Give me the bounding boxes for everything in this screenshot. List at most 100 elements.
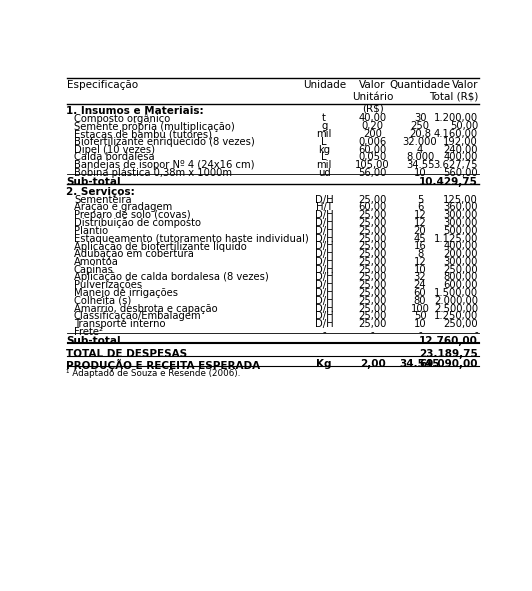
Text: PRODUÇÃO E RECEITA ESPERADA: PRODUÇÃO E RECEITA ESPERADA — [66, 359, 261, 371]
Text: Sementeira: Sementeira — [74, 194, 131, 204]
Text: 800,00: 800,00 — [444, 272, 478, 282]
Text: Adubação em cobertura: Adubação em cobertura — [74, 249, 194, 259]
Text: D/H: D/H — [315, 210, 334, 220]
Text: -: - — [322, 327, 326, 337]
Text: 10.429,75: 10.429,75 — [419, 177, 478, 187]
Text: Amontoa: Amontoa — [74, 257, 119, 267]
Text: -: - — [371, 327, 375, 337]
Text: 250: 250 — [411, 121, 429, 131]
Text: Especificação: Especificação — [66, 80, 138, 90]
Text: D/H: D/H — [315, 257, 334, 267]
Text: Semente própria (multiplicação): Semente própria (multiplicação) — [74, 121, 235, 132]
Text: Unidade: Unidade — [303, 80, 346, 90]
Text: Quantidade: Quantidade — [389, 80, 451, 90]
Text: 250,00: 250,00 — [443, 265, 478, 275]
Text: 400,00: 400,00 — [444, 241, 478, 251]
Text: Sub-total: Sub-total — [66, 177, 121, 187]
Text: 69.090,00: 69.090,00 — [419, 359, 478, 369]
Text: D/H: D/H — [315, 296, 334, 306]
Text: 2,00: 2,00 — [360, 359, 386, 369]
Text: Estaqueamento (tutoramento haste individual): Estaqueamento (tutoramento haste individ… — [74, 233, 309, 243]
Text: 16: 16 — [414, 241, 427, 251]
Text: 25,00: 25,00 — [359, 272, 387, 282]
Text: 25,00: 25,00 — [359, 288, 387, 298]
Text: 12: 12 — [414, 218, 427, 228]
Text: 30: 30 — [414, 113, 426, 124]
Text: 25,00: 25,00 — [359, 265, 387, 275]
Text: 25,00: 25,00 — [359, 296, 387, 306]
Text: 25,00: 25,00 — [359, 218, 387, 228]
Text: 8.000: 8.000 — [406, 152, 434, 163]
Text: 24: 24 — [414, 280, 426, 290]
Text: Manejo de irrigações: Manejo de irrigações — [74, 288, 178, 298]
Text: 60,00: 60,00 — [359, 145, 387, 155]
Text: 4.160,00: 4.160,00 — [434, 129, 478, 139]
Text: 1.200,00: 1.200,00 — [434, 113, 478, 124]
Text: 34.55: 34.55 — [406, 160, 434, 170]
Text: 2.500,00: 2.500,00 — [434, 304, 478, 314]
Text: 8: 8 — [417, 249, 423, 259]
Text: 105,00: 105,00 — [355, 160, 390, 170]
Text: 1.250,00: 1.250,00 — [434, 311, 478, 322]
Text: 60: 60 — [414, 288, 426, 298]
Text: 25,00: 25,00 — [359, 226, 387, 236]
Text: TOTAL DE DESPESAS: TOTAL DE DESPESAS — [66, 349, 188, 359]
Text: Classificação/Embalagem: Classificação/Embalagem — [74, 311, 202, 322]
Text: 25,00: 25,00 — [359, 233, 387, 243]
Text: 300,00: 300,00 — [444, 210, 478, 220]
Text: 25,00: 25,00 — [359, 280, 387, 290]
Text: 25,00: 25,00 — [359, 210, 387, 220]
Text: Colheita (s): Colheita (s) — [74, 296, 131, 306]
Text: D/H: D/H — [315, 249, 334, 259]
Text: 20: 20 — [414, 226, 426, 236]
Text: 600,00: 600,00 — [444, 280, 478, 290]
Text: 50: 50 — [414, 311, 426, 322]
Text: Capinas: Capinas — [74, 265, 114, 275]
Text: Valor
Total (R$): Valor Total (R$) — [429, 80, 478, 102]
Text: 560,00: 560,00 — [443, 168, 478, 178]
Text: 1. Insumos e Materiais:: 1. Insumos e Materiais: — [66, 106, 204, 116]
Text: 80: 80 — [414, 296, 426, 306]
Text: 25,00: 25,00 — [359, 319, 387, 329]
Text: 125,00: 125,00 — [443, 194, 478, 204]
Text: 60,00: 60,00 — [359, 202, 387, 212]
Text: D/H: D/H — [315, 226, 334, 236]
Text: 12.760,00: 12.760,00 — [419, 336, 478, 346]
Text: 2.000,00: 2.000,00 — [434, 296, 478, 306]
Text: 10: 10 — [414, 265, 426, 275]
Text: D/H: D/H — [315, 288, 334, 298]
Text: 300,00: 300,00 — [444, 218, 478, 228]
Text: mil: mil — [317, 160, 332, 170]
Text: Pulverizações: Pulverizações — [74, 280, 142, 290]
Text: 3.627,75: 3.627,75 — [434, 160, 478, 170]
Text: 400,00: 400,00 — [444, 152, 478, 163]
Text: L: L — [321, 152, 327, 163]
Text: ud: ud — [318, 168, 330, 178]
Text: 10: 10 — [414, 319, 426, 329]
Text: 25,00: 25,00 — [359, 241, 387, 251]
Text: 12: 12 — [414, 257, 427, 267]
Text: Plantio: Plantio — [74, 226, 108, 236]
Text: 25,00: 25,00 — [359, 194, 387, 204]
Text: kg: kg — [318, 145, 330, 155]
Text: 0,006: 0,006 — [359, 137, 387, 147]
Text: 1.125,00: 1.125,00 — [434, 233, 478, 243]
Text: 45: 45 — [414, 233, 426, 243]
Text: g: g — [321, 121, 327, 131]
Text: 23.189,75: 23.189,75 — [419, 349, 478, 359]
Text: Calda bordalesa: Calda bordalesa — [74, 152, 155, 163]
Text: Aplicação de calda bordalesa (8 vezes): Aplicação de calda bordalesa (8 vezes) — [74, 272, 269, 282]
Text: D/H: D/H — [315, 218, 334, 228]
Text: 32.000: 32.000 — [403, 137, 437, 147]
Text: Aplicação de biofertilizante líquido: Aplicação de biofertilizante líquido — [74, 241, 247, 252]
Text: Transporte interno: Transporte interno — [74, 319, 165, 329]
Text: D/H: D/H — [315, 304, 334, 314]
Text: 12: 12 — [414, 210, 427, 220]
Text: 500,00: 500,00 — [444, 226, 478, 236]
Text: Biofertilizante enriquecido (8 vezes): Biofertilizante enriquecido (8 vezes) — [74, 137, 255, 147]
Text: Sub-total: Sub-total — [66, 336, 121, 346]
Text: 192,00: 192,00 — [443, 137, 478, 147]
Text: 25,00: 25,00 — [359, 249, 387, 259]
Text: 1.500,00: 1.500,00 — [434, 288, 478, 298]
Text: 6: 6 — [417, 202, 423, 212]
